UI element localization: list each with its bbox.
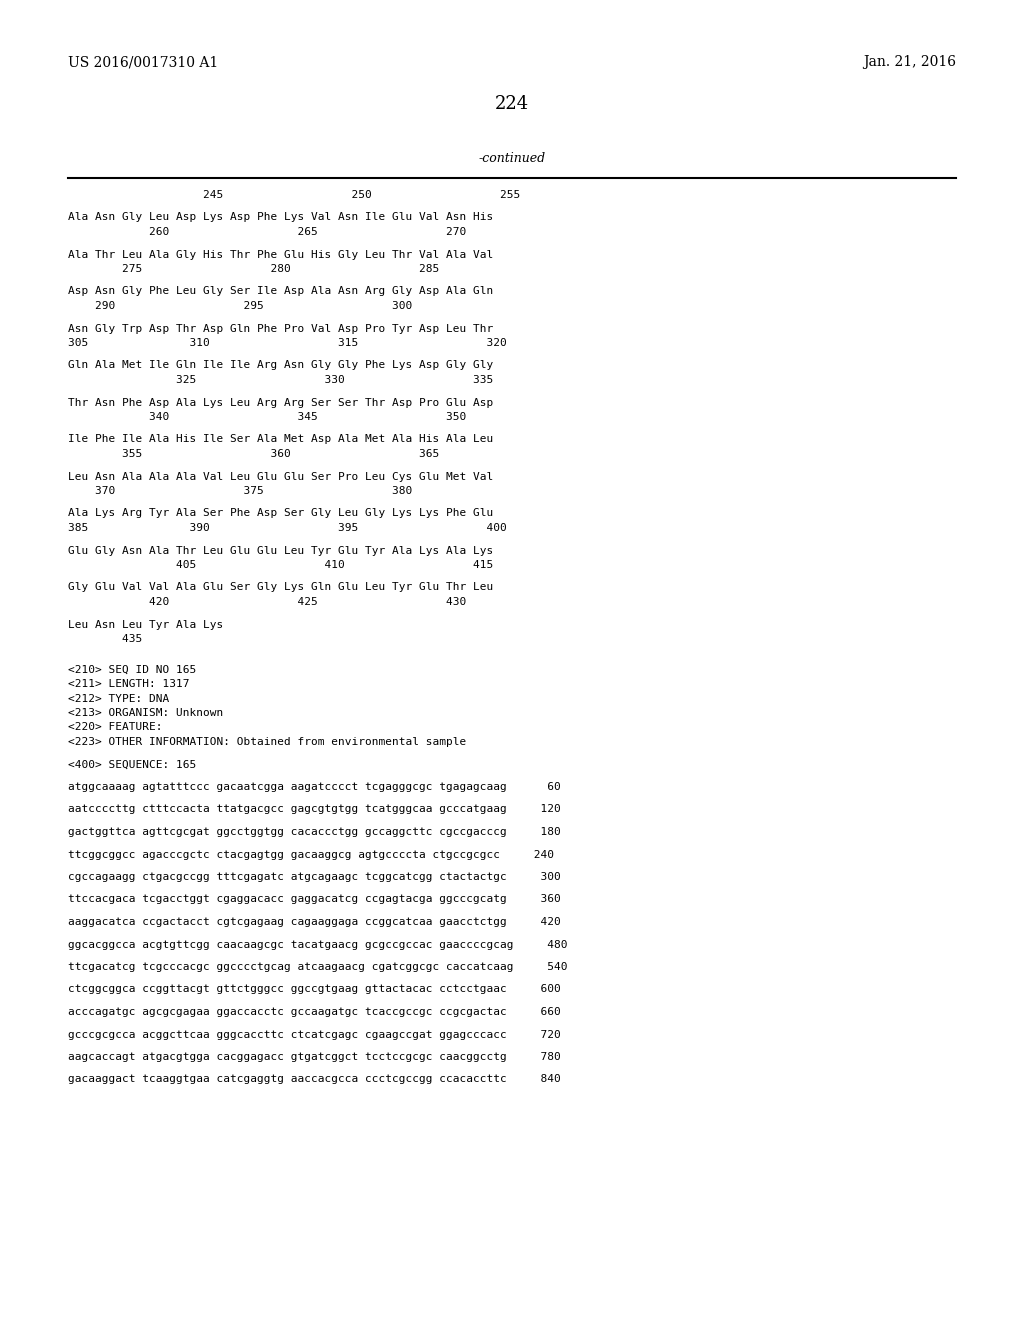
Text: <211> LENGTH: 1317: <211> LENGTH: 1317 bbox=[68, 678, 189, 689]
Text: Glu Gly Asn Ala Thr Leu Glu Glu Leu Tyr Glu Tyr Ala Lys Ala Lys: Glu Gly Asn Ala Thr Leu Glu Glu Leu Tyr … bbox=[68, 545, 494, 556]
Text: aatccccttg ctttccacta ttatgacgcc gagcgtgtgg tcatgggcaa gcccatgaag     120: aatccccttg ctttccacta ttatgacgcc gagcgtg… bbox=[68, 804, 561, 814]
Text: gactggttca agttcgcgat ggcctggtgg cacaccctgg gccaggcttc cgccgacccg     180: gactggttca agttcgcgat ggcctggtgg cacaccc… bbox=[68, 828, 561, 837]
Text: 435: 435 bbox=[68, 634, 142, 644]
Text: Leu Asn Ala Ala Ala Val Leu Glu Glu Ser Pro Leu Cys Glu Met Val: Leu Asn Ala Ala Ala Val Leu Glu Glu Ser … bbox=[68, 471, 494, 482]
Text: 385               390                   395                   400: 385 390 395 400 bbox=[68, 523, 507, 533]
Text: 275                   280                   285: 275 280 285 bbox=[68, 264, 439, 275]
Text: Gly Glu Val Val Ala Glu Ser Gly Lys Gln Glu Leu Tyr Glu Thr Leu: Gly Glu Val Val Ala Glu Ser Gly Lys Gln … bbox=[68, 582, 494, 593]
Text: <213> ORGANISM: Unknown: <213> ORGANISM: Unknown bbox=[68, 708, 223, 718]
Text: gacaaggact tcaaggtgaa catcgaggtg aaccacgcca ccctcgccgg ccacaccttc     840: gacaaggact tcaaggtgaa catcgaggtg aaccacg… bbox=[68, 1074, 561, 1085]
Text: Ala Lys Arg Tyr Ala Ser Phe Asp Ser Gly Leu Gly Lys Lys Phe Glu: Ala Lys Arg Tyr Ala Ser Phe Asp Ser Gly … bbox=[68, 508, 494, 519]
Text: <223> OTHER INFORMATION: Obtained from environmental sample: <223> OTHER INFORMATION: Obtained from e… bbox=[68, 737, 466, 747]
Text: 245                   250                   255: 245 250 255 bbox=[68, 190, 520, 201]
Text: ctcggcggca ccggttacgt gttctgggcc ggccgtgaag gttactacac cctcctgaac     600: ctcggcggca ccggttacgt gttctgggcc ggccgtg… bbox=[68, 985, 561, 994]
Text: 355                   360                   365: 355 360 365 bbox=[68, 449, 439, 459]
Text: US 2016/0017310 A1: US 2016/0017310 A1 bbox=[68, 55, 218, 69]
Text: 340                   345                   350: 340 345 350 bbox=[68, 412, 466, 422]
Text: <212> TYPE: DNA: <212> TYPE: DNA bbox=[68, 693, 169, 704]
Text: Gln Ala Met Ile Gln Ile Ile Arg Asn Gly Gly Phe Lys Asp Gly Gly: Gln Ala Met Ile Gln Ile Ile Arg Asn Gly … bbox=[68, 360, 494, 371]
Text: <400> SEQUENCE: 165: <400> SEQUENCE: 165 bbox=[68, 759, 197, 770]
Text: ttccacgaca tcgacctggt cgaggacacc gaggacatcg ccgagtacga ggcccgcatg     360: ttccacgaca tcgacctggt cgaggacacc gaggaca… bbox=[68, 895, 561, 904]
Text: Ala Thr Leu Ala Gly His Thr Phe Glu His Gly Leu Thr Val Ala Val: Ala Thr Leu Ala Gly His Thr Phe Glu His … bbox=[68, 249, 494, 260]
Text: Asp Asn Gly Phe Leu Gly Ser Ile Asp Ala Asn Arg Gly Asp Ala Gln: Asp Asn Gly Phe Leu Gly Ser Ile Asp Ala … bbox=[68, 286, 494, 297]
Text: Jan. 21, 2016: Jan. 21, 2016 bbox=[863, 55, 956, 69]
Text: ttcgacatcg tcgcccacgc ggcccctgcag atcaagaacg cgatcggcgc caccatcaag     540: ttcgacatcg tcgcccacgc ggcccctgcag atcaag… bbox=[68, 962, 567, 972]
Text: ggcacggcca acgtgttcgg caacaagcgc tacatgaacg gcgccgccac gaaccccgcag     480: ggcacggcca acgtgttcgg caacaagcgc tacatga… bbox=[68, 940, 567, 949]
Text: gcccgcgcca acggcttcaa gggcaccttc ctcatcgagc cgaagccgat ggagcccacc     720: gcccgcgcca acggcttcaa gggcaccttc ctcatcg… bbox=[68, 1030, 561, 1040]
Text: ttcggcggcc agacccgctc ctacgagtgg gacaaggcg agtgccccta ctgccgcgcc     240: ttcggcggcc agacccgctc ctacgagtgg gacaagg… bbox=[68, 850, 554, 859]
Text: aagcaccagt atgacgtgga cacggagacc gtgatcggct tcctccgcgc caacggcctg     780: aagcaccagt atgacgtgga cacggagacc gtgatcg… bbox=[68, 1052, 561, 1063]
Text: 224: 224 bbox=[495, 95, 529, 114]
Text: 370                   375                   380: 370 375 380 bbox=[68, 486, 413, 496]
Text: Thr Asn Phe Asp Ala Lys Leu Arg Arg Ser Ser Thr Asp Pro Glu Asp: Thr Asn Phe Asp Ala Lys Leu Arg Arg Ser … bbox=[68, 397, 494, 408]
Text: Ala Asn Gly Leu Asp Lys Asp Phe Lys Val Asn Ile Glu Val Asn His: Ala Asn Gly Leu Asp Lys Asp Phe Lys Val … bbox=[68, 213, 494, 223]
Text: Leu Asn Leu Tyr Ala Lys: Leu Asn Leu Tyr Ala Lys bbox=[68, 619, 223, 630]
Text: 405                   410                   415: 405 410 415 bbox=[68, 560, 494, 570]
Text: 305               310                   315                   320: 305 310 315 320 bbox=[68, 338, 507, 348]
Text: -continued: -continued bbox=[478, 152, 546, 165]
Text: 290                   295                   300: 290 295 300 bbox=[68, 301, 413, 312]
Text: acccagatgc agcgcgagaa ggaccacctc gccaagatgc tcaccgccgc ccgcgactac     660: acccagatgc agcgcgagaa ggaccacctc gccaaga… bbox=[68, 1007, 561, 1016]
Text: Ile Phe Ile Ala His Ile Ser Ala Met Asp Ala Met Ala His Ala Leu: Ile Phe Ile Ala His Ile Ser Ala Met Asp … bbox=[68, 434, 494, 445]
Text: 420                   425                   430: 420 425 430 bbox=[68, 597, 466, 607]
Text: Asn Gly Trp Asp Thr Asp Gln Phe Pro Val Asp Pro Tyr Asp Leu Thr: Asn Gly Trp Asp Thr Asp Gln Phe Pro Val … bbox=[68, 323, 494, 334]
Text: 325                   330                   335: 325 330 335 bbox=[68, 375, 494, 385]
Text: aaggacatca ccgactacct cgtcgagaag cagaaggaga ccggcatcaa gaacctctgg     420: aaggacatca ccgactacct cgtcgagaag cagaagg… bbox=[68, 917, 561, 927]
Text: atggcaaaag agtatttccc gacaatcgga aagatcccct tcgagggcgc tgagagcaag      60: atggcaaaag agtatttccc gacaatcgga aagatcc… bbox=[68, 781, 561, 792]
Text: 260                   265                   270: 260 265 270 bbox=[68, 227, 466, 238]
Text: <220> FEATURE:: <220> FEATURE: bbox=[68, 722, 163, 733]
Text: cgccagaagg ctgacgccgg tttcgagatc atgcagaagc tcggcatcgg ctactactgc     300: cgccagaagg ctgacgccgg tttcgagatc atgcaga… bbox=[68, 873, 561, 882]
Text: <210> SEQ ID NO 165: <210> SEQ ID NO 165 bbox=[68, 664, 197, 675]
